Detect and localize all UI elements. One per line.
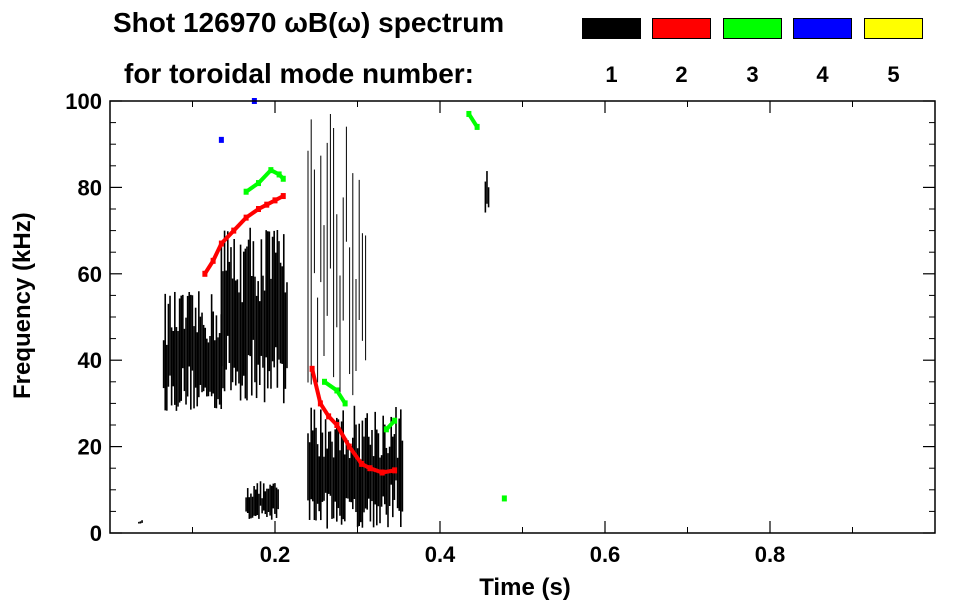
mode2-trace-15 [360,462,371,470]
mode3-point-12 [501,495,507,502]
mode2-trace-13 [335,424,351,448]
legend-label-mode2: 2 [675,62,688,87]
mode2-trace-10 [310,368,323,404]
mode1-region-3 [307,405,404,529]
mode2-trace-5 [244,207,260,220]
legend-label-mode1: 1 [605,62,618,87]
mode2-trace-6 [257,202,268,211]
mode1-region-6 [138,520,143,524]
mode2-trace-11 [318,402,331,418]
mode1-region-5 [484,171,490,213]
mode1-region-0 [162,291,223,411]
mode2-trace-16 [369,466,383,475]
mode2-trace-14 [347,445,364,466]
mode3-trace-11 [467,112,479,128]
x-tick-label: 0.6 [590,542,621,567]
mode3-trace-1 [244,181,260,194]
mode3-trace-3 [269,168,281,177]
legend-swatch-mode3 [723,18,782,39]
y-tick-label: 80 [78,175,102,200]
x-tick-label: 0.4 [425,542,456,567]
chart-title-line2: for toroidal mode number: [124,58,474,89]
y-tick-label: 20 [78,435,102,460]
legend-label-mode4: 4 [816,62,829,87]
mode1-region-1 [220,227,288,404]
x-tick-label: 0.8 [755,542,786,567]
x-axis-label: Time (s) [479,574,571,601]
chart-title-line1: Shot 126970 ωB(ω) spectrum [113,7,505,38]
mode3-trace-6 [323,380,339,393]
mode3-trace-7 [335,389,347,405]
y-tick-label: 60 [78,262,102,287]
mode3-trace-9 [384,419,397,431]
mode2-trace-1 [203,259,215,275]
mode2-trace-4 [232,216,248,232]
legend-swatch-mode2 [652,18,711,39]
legend-label-mode5: 5 [887,62,900,87]
mode2-trace-2 [211,242,224,262]
legend-swatch-mode4 [793,18,852,39]
mode4-point-0 [218,136,224,143]
mode2-trace-8 [274,194,285,203]
legend-swatch-mode5 [864,18,923,39]
mode1-region-4 [307,113,367,396]
y-tick-label: 100 [65,89,102,114]
legend-swatch-mode1 [582,18,641,39]
mode2-trace-17 [381,468,395,475]
mode1-region-2 [245,481,279,520]
legend-label-mode3: 3 [746,62,759,87]
y-axis-label: Frequency (kHz) [9,212,36,399]
mode3-trace-4 [277,173,285,181]
mode2-trace-3 [219,229,236,245]
mode2-trace-12 [327,414,339,427]
y-tick-label: 40 [78,348,102,373]
x-tick-label: 0.2 [260,542,291,567]
y-tick-label: 0 [90,521,102,546]
mode3-trace-2 [257,168,273,185]
mode2-trace-7 [265,198,276,207]
